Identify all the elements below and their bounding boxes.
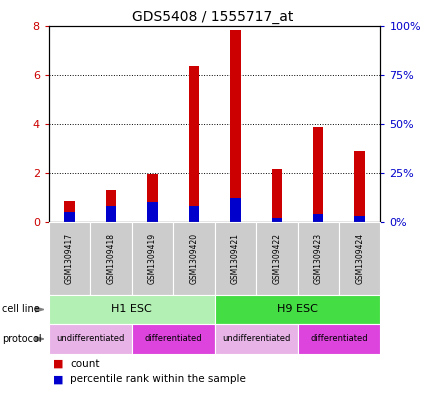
Bar <box>272 169 282 222</box>
Text: GSM1309418: GSM1309418 <box>107 233 116 284</box>
Text: ■: ■ <box>53 358 64 369</box>
Polygon shape <box>35 336 44 341</box>
Text: cell line: cell line <box>2 305 40 314</box>
Text: GSM1309421: GSM1309421 <box>231 233 240 284</box>
Bar <box>147 174 158 222</box>
Polygon shape <box>35 307 44 312</box>
Bar <box>189 206 199 222</box>
Text: GSM1309417: GSM1309417 <box>65 233 74 284</box>
Bar <box>313 127 323 222</box>
Text: protocol: protocol <box>2 334 42 344</box>
Text: differentiated: differentiated <box>144 334 202 343</box>
Bar <box>354 151 365 222</box>
Text: ■: ■ <box>53 374 64 384</box>
Bar <box>65 201 75 222</box>
Text: undifferentiated: undifferentiated <box>222 334 290 343</box>
Bar <box>230 30 241 222</box>
Bar <box>272 218 282 222</box>
Text: GSM1309422: GSM1309422 <box>272 233 281 284</box>
Text: GSM1309419: GSM1309419 <box>148 233 157 284</box>
Text: differentiated: differentiated <box>310 334 368 343</box>
Bar <box>354 216 365 222</box>
Text: GDS5408 / 1555717_at: GDS5408 / 1555717_at <box>132 10 293 24</box>
Bar <box>106 206 116 222</box>
Bar <box>65 212 75 222</box>
Text: count: count <box>70 358 99 369</box>
Text: undifferentiated: undifferentiated <box>56 334 125 343</box>
Text: H1 ESC: H1 ESC <box>111 305 152 314</box>
Text: GSM1309420: GSM1309420 <box>190 233 198 284</box>
Text: percentile rank within the sample: percentile rank within the sample <box>70 374 246 384</box>
Bar <box>189 66 199 222</box>
Text: H9 ESC: H9 ESC <box>277 305 318 314</box>
Bar <box>106 190 116 222</box>
Text: GSM1309424: GSM1309424 <box>355 233 364 284</box>
Bar <box>313 214 323 222</box>
Bar <box>230 198 241 222</box>
Text: GSM1309423: GSM1309423 <box>314 233 323 284</box>
Bar <box>147 202 158 222</box>
